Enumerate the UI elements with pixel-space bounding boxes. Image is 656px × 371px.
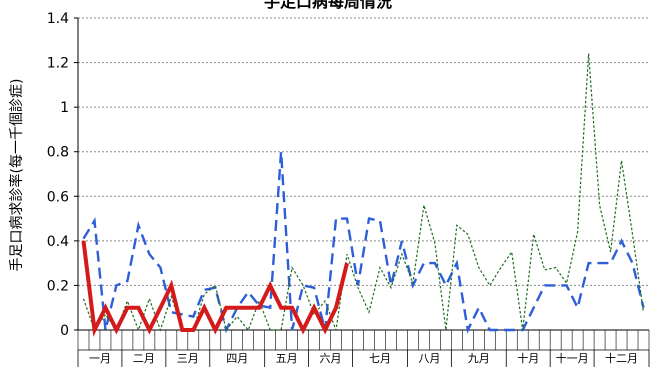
y-tick-label: 1 bbox=[60, 100, 69, 116]
month-label: 十月 bbox=[517, 351, 539, 365]
y-tick-label: 0.8 bbox=[47, 145, 69, 161]
y-tick-label: 0.2 bbox=[47, 278, 69, 294]
series-lines bbox=[81, 53, 645, 337]
month-label: 五月 bbox=[276, 352, 298, 365]
month-label: 九月 bbox=[468, 352, 490, 365]
x-ticks bbox=[77, 330, 650, 350]
y-axis-title: 手足口病求診率(每一千個診症) bbox=[8, 79, 25, 272]
month-label: 三月 bbox=[177, 352, 199, 365]
gridlines bbox=[78, 17, 649, 286]
month-label: 十一月 bbox=[556, 351, 589, 365]
y-tick-label: 1.2 bbox=[47, 56, 69, 72]
series-line-2 bbox=[82, 53, 645, 332]
y-tick-label: 0.6 bbox=[47, 189, 69, 205]
month-label: 六月 bbox=[320, 352, 342, 365]
month-labels: 一月 二月 三月 四月 五月 六月 七月 八月 九月 十月 十一月 十二月 bbox=[77, 349, 650, 367]
y-tick-label: 1.4 bbox=[47, 11, 69, 27]
month-label: 十二月 bbox=[605, 351, 638, 365]
month-label: 一月 bbox=[89, 352, 111, 365]
month-label: 四月 bbox=[226, 352, 248, 365]
axes bbox=[74, 17, 649, 331]
chart-title: 手足口病每周情況 bbox=[264, 0, 392, 11]
month-label: 二月 bbox=[133, 352, 155, 365]
y-tick-label: 0.4 bbox=[47, 234, 69, 250]
month-label: 八月 bbox=[418, 352, 440, 365]
month-label: 七月 bbox=[369, 352, 391, 365]
y-tick-labels: 0 0.2 0.4 0.6 0.8 1 1.2 1.4 bbox=[47, 11, 69, 339]
y-tick-label: 0 bbox=[60, 323, 69, 339]
series-line-3 bbox=[81, 240, 349, 337]
